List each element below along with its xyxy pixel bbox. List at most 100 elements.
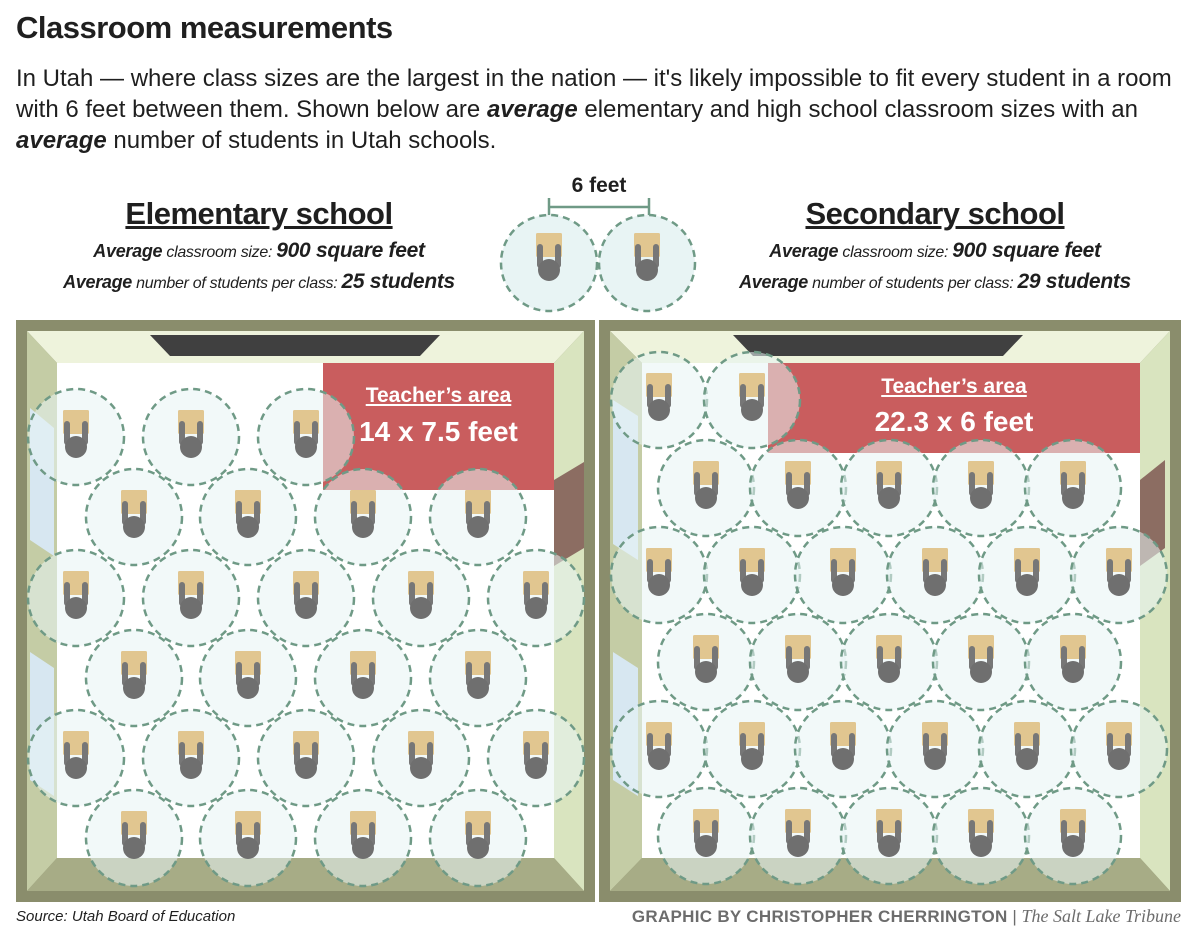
student-desk-icon bbox=[693, 809, 719, 857]
student-desk-icon bbox=[785, 635, 811, 683]
intro-text: In Utah — where class sizes are the larg… bbox=[16, 63, 1186, 156]
secondary-window bbox=[613, 400, 638, 560]
six-feet-label: 6 feet bbox=[571, 174, 627, 197]
student-desk-icon bbox=[350, 490, 376, 538]
secondary-teacher-area-title: Teacher’s area bbox=[881, 375, 1027, 398]
student-desk-icon bbox=[922, 548, 948, 596]
student-desk-icon bbox=[1060, 635, 1086, 683]
student-desk-icon bbox=[968, 461, 994, 509]
intro-part-2: elementary and high school classroom siz… bbox=[577, 96, 1138, 123]
student-desk-icon bbox=[739, 373, 765, 421]
student-desk-icon bbox=[293, 571, 319, 619]
student-desk-icon bbox=[293, 410, 319, 458]
elementary-size-key: Average bbox=[93, 241, 163, 261]
secondary-teacher-area bbox=[768, 363, 1140, 453]
student-desk-icon bbox=[876, 635, 902, 683]
student-desk-icon bbox=[693, 461, 719, 509]
credit-line: GRAPHIC BY CHRISTOPHER CHERRINGTON | The… bbox=[632, 906, 1181, 927]
secondary-chalkboard bbox=[733, 335, 1023, 356]
student-desk-icon bbox=[465, 811, 491, 859]
student-desk-icon bbox=[1106, 722, 1132, 770]
student-desk-icon bbox=[63, 731, 89, 779]
student-desk-icon bbox=[465, 651, 491, 699]
secondary-header: Secondary school Average classroom size:… bbox=[692, 196, 1178, 298]
student-desk-icon bbox=[408, 571, 434, 619]
intro-part-1: In Utah — where class sizes are the larg… bbox=[16, 65, 1172, 123]
student-desk-icon bbox=[693, 635, 719, 683]
student-desk-icon bbox=[235, 651, 261, 699]
student-desk-icon bbox=[63, 571, 89, 619]
intro-part-3: number of students in Utah schools. bbox=[106, 127, 497, 154]
student-desk-icon bbox=[1014, 722, 1040, 770]
student-desk-icon bbox=[1014, 548, 1040, 596]
credit-publication: The Salt Lake Tribune bbox=[1021, 906, 1181, 926]
student-desk-icon bbox=[646, 548, 672, 596]
student-desk-icon bbox=[785, 809, 811, 857]
student-desk-icon bbox=[63, 410, 89, 458]
legend-student-icon bbox=[634, 233, 660, 281]
student-desk-icon bbox=[523, 731, 549, 779]
student-desk-icon bbox=[876, 461, 902, 509]
student-desk-icon bbox=[408, 731, 434, 779]
spacing-legend bbox=[499, 198, 697, 313]
secondary-teacher-area-size: 22.3 x 6 feet bbox=[874, 406, 1034, 437]
student-desk-icon bbox=[235, 490, 261, 538]
secondary-heading: Secondary school bbox=[805, 196, 1065, 231]
credit-author: GRAPHIC BY CHRISTOPHER CHERRINGTON bbox=[631, 907, 1008, 926]
student-desk-icon bbox=[785, 461, 811, 509]
secondary-classroom bbox=[599, 320, 1181, 902]
student-desk-icon bbox=[293, 731, 319, 779]
student-desk-icon bbox=[830, 548, 856, 596]
elementary-teacher-area bbox=[323, 363, 554, 490]
elementary-students bbox=[26, 387, 586, 888]
student-desk-icon bbox=[178, 731, 204, 779]
student-desk-icon bbox=[465, 490, 491, 538]
elementary-size-stat: Average classroom size: 900 square feet bbox=[16, 236, 502, 267]
elementary-size-label: classroom size: bbox=[162, 244, 277, 261]
student-desk-icon bbox=[178, 571, 204, 619]
elementary-header: Elementary school Average classroom size… bbox=[16, 196, 502, 298]
elementary-students-key: Average bbox=[63, 272, 133, 292]
legend-student-icon bbox=[536, 233, 562, 281]
student-desk-icon bbox=[830, 722, 856, 770]
intro-emphasis-1: average bbox=[486, 96, 578, 123]
secondary-students-value: 29 students bbox=[1017, 270, 1132, 293]
elementary-door bbox=[554, 462, 584, 566]
student-desk-icon bbox=[646, 373, 672, 421]
student-desk-icon bbox=[1060, 809, 1086, 857]
student-desk-icon bbox=[739, 722, 765, 770]
student-desk-icon bbox=[1106, 548, 1132, 596]
elementary-heading: Elementary school bbox=[125, 196, 393, 231]
elementary-teacher-area-title: Teacher’s area bbox=[365, 384, 512, 407]
elementary-teacher-area-size: 14 x 7.5 feet bbox=[359, 416, 518, 447]
student-desk-icon bbox=[876, 809, 902, 857]
secondary-students-key: Average bbox=[739, 272, 809, 292]
elementary-students-label: number of students per class: bbox=[132, 275, 342, 292]
secondary-students-stat: Average number of students per class: 29… bbox=[692, 267, 1178, 298]
student-desk-icon bbox=[968, 809, 994, 857]
credit-separator: | bbox=[1012, 907, 1017, 926]
student-desk-icon bbox=[1060, 461, 1086, 509]
student-desk-icon bbox=[739, 548, 765, 596]
student-desk-icon bbox=[121, 651, 147, 699]
student-desk-icon bbox=[178, 410, 204, 458]
secondary-size-stat: Average classroom size: 900 square feet bbox=[692, 236, 1178, 267]
student-desk-icon bbox=[523, 571, 549, 619]
student-desk-icon bbox=[235, 811, 261, 859]
student-desk-icon bbox=[350, 651, 376, 699]
student-desk-icon bbox=[350, 811, 376, 859]
elementary-classroom bbox=[16, 320, 595, 902]
student-desk-icon bbox=[121, 811, 147, 859]
student-desk-icon bbox=[121, 490, 147, 538]
source-note: Source: Utah Board of Education bbox=[16, 908, 236, 925]
student-desk-icon bbox=[968, 635, 994, 683]
elementary-size-value: 900 square feet bbox=[276, 239, 425, 262]
secondary-students-label: number of students per class: bbox=[808, 275, 1018, 292]
secondary-size-label: classroom size: bbox=[838, 244, 953, 261]
intro-emphasis-2: average bbox=[16, 127, 107, 154]
elementary-students-stat: Average number of students per class: 25… bbox=[16, 267, 502, 298]
elementary-chalkboard bbox=[150, 335, 440, 356]
elementary-students-value: 25 students bbox=[341, 270, 456, 293]
secondary-students bbox=[609, 350, 1169, 886]
